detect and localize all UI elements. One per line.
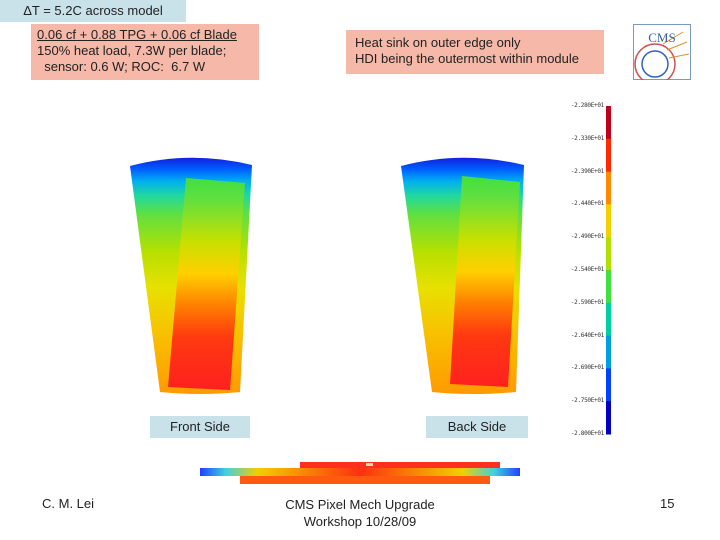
- scale-tick-label: -2.690E+01: [570, 364, 604, 372]
- scale-tick-label: -2.750E+01: [570, 397, 604, 405]
- scale-tick-label: -2.590E+01: [570, 298, 604, 306]
- spec-line-1: 0.06 cf + 0.88 TPG + 0.06 cf Blade: [37, 27, 237, 42]
- scale-tick-label: -2.640E+01: [570, 331, 604, 339]
- footer-title-line-1: CMS Pixel Mech Upgrade: [285, 497, 435, 512]
- footer-title-line-2: Workshop 10/28/09: [303, 514, 417, 529]
- scale-colorbar: [606, 106, 611, 435]
- scale-band: [606, 138, 611, 173]
- side-view-bar: [200, 462, 520, 484]
- scale-band: [606, 204, 611, 238]
- scale-tick-label: -2.330E+01: [570, 134, 604, 142]
- front-side-label: Front Side: [150, 416, 250, 438]
- footer-author: C. M. Lei: [42, 496, 95, 511]
- back-side-label: Back Side: [426, 416, 528, 438]
- scale-band: [606, 237, 611, 271]
- scale-band: [606, 171, 611, 205]
- heat-sink-line-2: HDI being the outermost within module: [355, 51, 580, 66]
- scale-band: [606, 302, 611, 337]
- scale-tick-label: -2.540E+01: [570, 266, 604, 273]
- heat-sink-line-1: Heat sink on outer edge only: [355, 35, 521, 50]
- scale-band: [606, 401, 611, 435]
- page-number: 15: [660, 496, 675, 511]
- footer-title: CMS Pixel Mech Upgrade Workshop 10/28/09: [260, 496, 460, 530]
- scale-tick-label: -2.390E+01: [570, 167, 604, 175]
- scale-tick-label: -2.800E+01: [570, 430, 604, 437]
- load-spec-box: 0.06 cf + 0.88 TPG + 0.06 cf Blade 150% …: [31, 24, 259, 80]
- cms-logo: CMS: [633, 24, 691, 80]
- scale-tick-label: -2.490E+01: [570, 233, 604, 241]
- heat-sink-note-box: Heat sink on outer edge only HDI being t…: [346, 30, 604, 74]
- scale-band: [606, 368, 611, 402]
- scale-band: [606, 335, 611, 369]
- back-blade: [401, 157, 524, 394]
- front-blade: [130, 157, 252, 394]
- scale-tick-label: -2.280E+01: [570, 102, 604, 109]
- logo-text: CMS: [648, 30, 675, 45]
- scale-band: [606, 106, 611, 140]
- spec-line-2: 150% heat load, 7.3W per blade;: [37, 43, 227, 58]
- delta-t-label: ΔT = 5.2C across model: [0, 0, 186, 22]
- spec-line-3: sensor: 0.6 W; ROC: 6.7 W: [37, 59, 206, 74]
- scale-band: [606, 270, 611, 304]
- temperature-scale: -2.280E+01 -2.330E+01 -2.390E+01 -2.440E+01…: [560, 100, 620, 440]
- scale-tick-label: -2.440E+01: [570, 200, 604, 208]
